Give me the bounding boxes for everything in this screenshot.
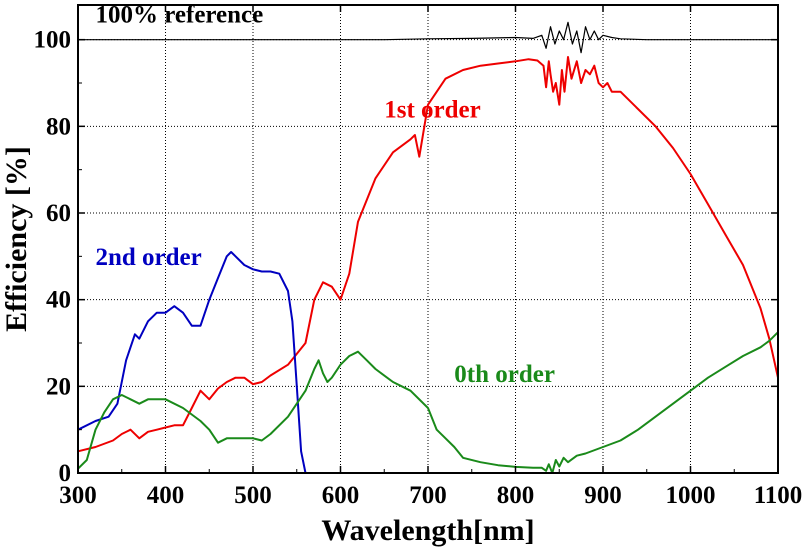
y-tick-label: 0 <box>59 460 72 487</box>
grid-lines <box>78 5 778 473</box>
y-tick-labels: 0 20 40 60 80 100 <box>34 27 72 487</box>
x-tick-label: 400 <box>147 482 185 509</box>
annotation-100-reference: 100% reference <box>96 1 264 28</box>
series-line-100-reference <box>78 21 778 54</box>
x-tick-label: 300 <box>59 482 97 509</box>
series-line-0th-order <box>77 331 779 474</box>
annotation-1st-order: 1st order <box>384 97 481 124</box>
y-tick-label: 40 <box>46 287 71 314</box>
x-tick-label: 1000 <box>666 482 716 509</box>
series-line-1st-order <box>77 56 779 453</box>
series-line-2nd-order <box>77 251 341 474</box>
x-axis-label: Wavelength[nm] <box>321 514 534 547</box>
x-tick-label: 700 <box>409 482 447 509</box>
y-axis-label: Efficiency [%] <box>0 146 33 332</box>
series-lines <box>77 21 779 474</box>
y-tick-label: 20 <box>46 373 71 400</box>
x-tick-label: 800 <box>497 482 535 509</box>
x-tick-label: 900 <box>584 482 622 509</box>
x-tick-label: 1100 <box>754 482 803 509</box>
axis-ticks <box>77 5 779 474</box>
annotation-2nd-order: 2nd order <box>96 244 202 271</box>
x-tick-label: 500 <box>234 482 272 509</box>
series-annotations: 100% reference 1st order 2nd order 0th orde… <box>96 1 555 388</box>
y-tick-label: 80 <box>46 113 71 140</box>
y-tick-label: 100 <box>34 27 72 54</box>
annotation-0th-order: 0th order <box>454 361 555 388</box>
x-tick-label: 600 <box>322 482 360 509</box>
x-tick-labels: 300 400 500 600 700 800 900 1000 1100 <box>59 482 802 509</box>
y-tick-label: 60 <box>46 200 71 227</box>
